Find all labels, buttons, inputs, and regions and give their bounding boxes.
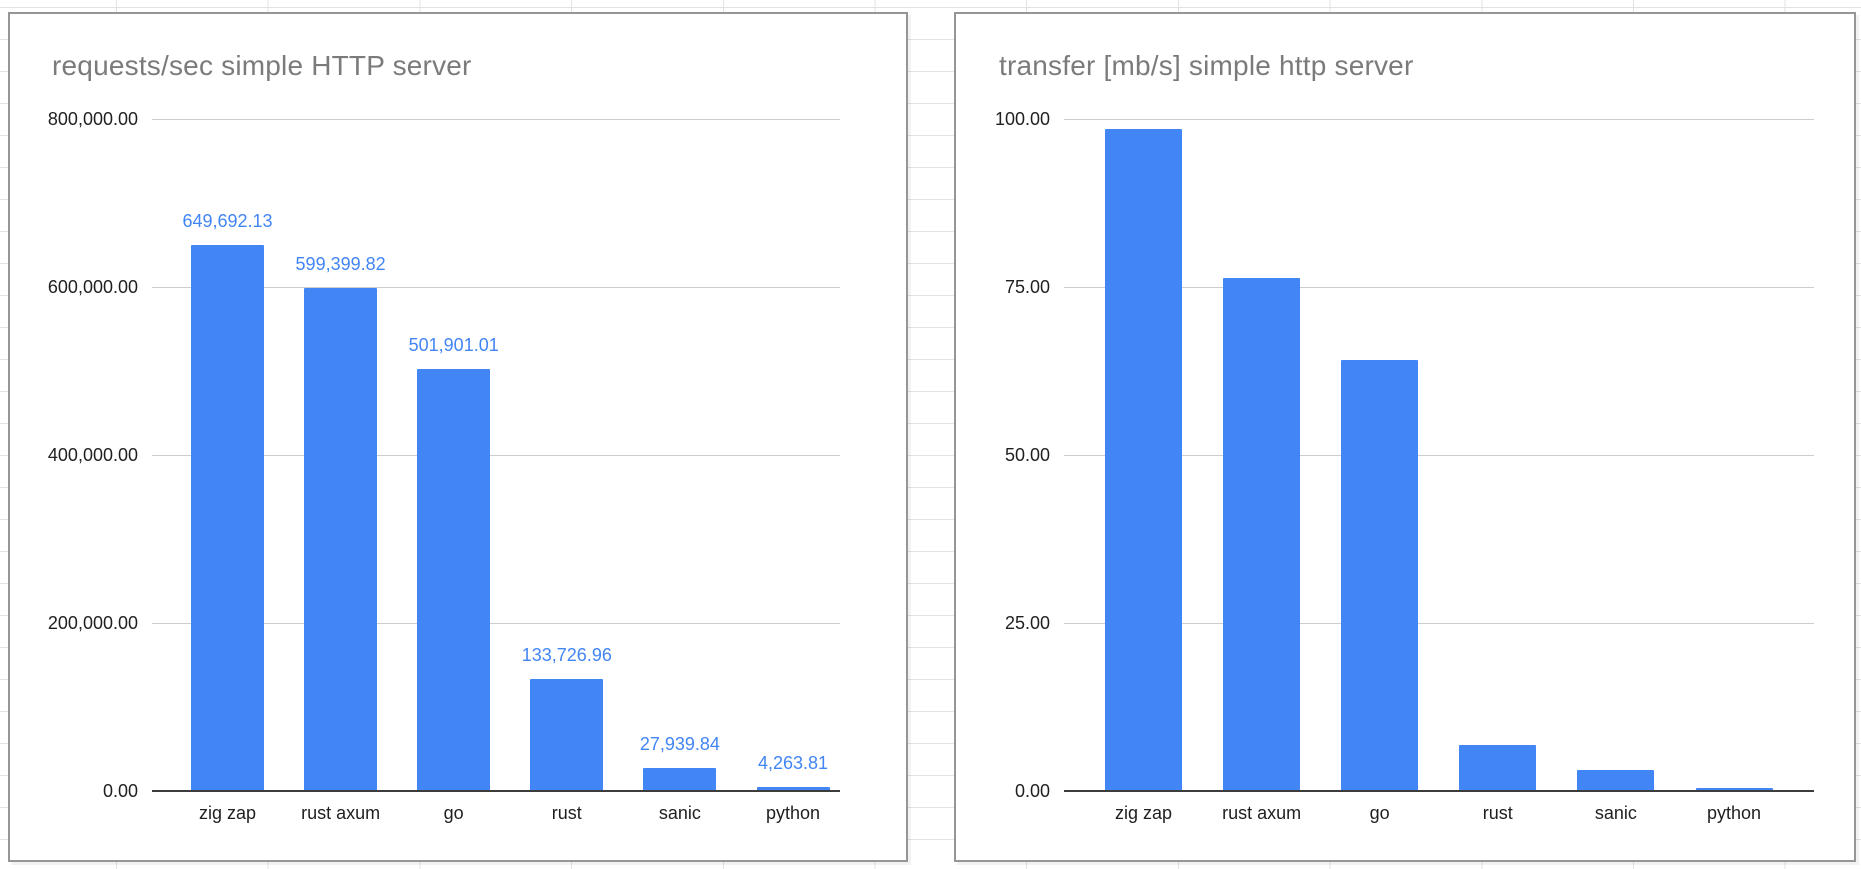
bar-zig-zap xyxy=(1105,129,1182,790)
bar-rust xyxy=(530,678,604,790)
bar-value-label: 4,263.81 xyxy=(757,753,829,774)
category-label: rust axum xyxy=(301,803,381,823)
x-axis-line xyxy=(152,790,840,792)
chart-card-transfer-mbps[interactable]: transfer [mb/s] simple http server 100.0… xyxy=(954,12,1856,862)
category-label: go xyxy=(443,803,464,823)
y-axis-tick-label: 800,000.00 xyxy=(47,109,138,129)
gridline xyxy=(1064,455,1814,456)
plot-area: 800,000.00 600,000.00 400,000.00 200,000.00… xyxy=(10,14,906,860)
y-axis-tick-label: 75.00 xyxy=(1004,277,1050,297)
category-label: rust axum xyxy=(1222,803,1302,823)
category-label: sanic xyxy=(658,803,701,823)
y-axis-tick-label: 200,000.00 xyxy=(47,613,138,633)
category-label: go xyxy=(1369,803,1390,823)
category-label: python xyxy=(765,803,821,823)
bar-sanic xyxy=(1577,770,1655,790)
gridline xyxy=(152,287,840,288)
bar-value-label: 133,726.96 xyxy=(521,644,612,665)
category-label: sanic xyxy=(1594,803,1637,823)
x-axis-line xyxy=(1064,790,1814,792)
bar-rust-axum xyxy=(1223,278,1301,790)
gridline xyxy=(152,623,840,624)
category-label: rust xyxy=(1482,803,1513,823)
chart-title: requests/sec simple HTTP server xyxy=(52,50,472,81)
gridline xyxy=(152,119,840,120)
gridline xyxy=(1064,623,1814,624)
gridline xyxy=(1064,119,1814,120)
bar-sanic xyxy=(643,767,717,790)
y-axis-tick-label: 0.00 xyxy=(102,781,138,801)
bar-rust xyxy=(1459,744,1537,790)
bar-go xyxy=(417,369,491,790)
bar-value-label: 649,692.13 xyxy=(182,211,273,232)
bar-value-label: 501,901.01 xyxy=(408,335,499,356)
y-axis-tick-label: 50.00 xyxy=(1004,445,1050,465)
y-axis-tick-label: 0.00 xyxy=(1014,781,1050,801)
category-label: rust xyxy=(551,803,582,823)
bar-zig-zap xyxy=(191,245,264,790)
gridline xyxy=(1064,287,1814,288)
chart-title: transfer [mb/s] simple http server xyxy=(999,50,1414,81)
category-label: python xyxy=(1706,803,1762,823)
bar-value-label: 27,939.84 xyxy=(639,733,720,754)
y-axis-tick-label: 400,000.00 xyxy=(47,445,138,465)
y-axis-tick-label: 100.00 xyxy=(994,109,1050,129)
category-label: zig zap xyxy=(1114,803,1173,823)
y-axis-tick-label: 600,000.00 xyxy=(47,277,138,297)
bar-python xyxy=(756,787,830,790)
gridline xyxy=(152,455,840,456)
bar-value-label: 599,399.82 xyxy=(295,253,386,274)
chart-card-requests-per-sec[interactable]: requests/sec simple HTTP server 800,000.… xyxy=(8,12,908,862)
category-label: zig zap xyxy=(198,803,257,823)
bar-python xyxy=(1695,787,1773,790)
bar-rust-axum xyxy=(304,287,378,790)
plot-area: 100.00 75.00 50.00 25.00 0.00 zig zap rust axu… xyxy=(956,14,1854,860)
y-axis-tick-label: 25.00 xyxy=(1004,613,1050,633)
bar-go xyxy=(1341,360,1419,790)
